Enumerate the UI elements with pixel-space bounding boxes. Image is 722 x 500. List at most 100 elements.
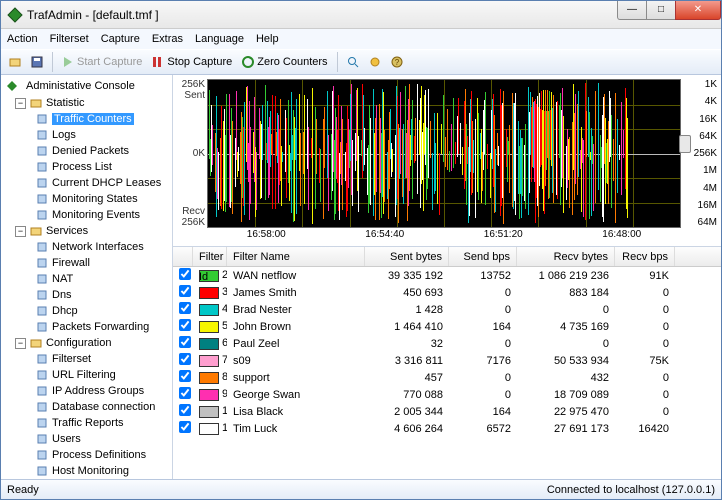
item-icon (35, 352, 49, 366)
scale-slider[interactable] (679, 135, 691, 153)
tree-item[interactable]: Firewall (1, 255, 172, 271)
color-swatch (199, 338, 219, 350)
table-row[interactable]: 4 Brad Nester 1 428 0 0 0 (173, 301, 721, 318)
menu-language[interactable]: Language (195, 33, 244, 45)
status-bar: Ready Connected to localhost (127.0.0.1) (1, 479, 721, 499)
tree-group[interactable]: −Services (1, 223, 172, 239)
filter-table: Filter Id Filter Name Sent bytes Send bp… (173, 247, 721, 479)
menu-bar: Action Filterset Capture Extras Language… (1, 29, 721, 49)
tree-group[interactable]: −Statistic (1, 95, 172, 111)
menu-action[interactable]: Action (7, 33, 38, 45)
item-icon (35, 400, 49, 414)
menu-help[interactable]: Help (256, 33, 279, 45)
tool-link-button[interactable] (365, 51, 385, 73)
col-filter-name[interactable]: Filter Name (227, 247, 365, 266)
tree-item[interactable]: Users (1, 431, 172, 447)
chart-scale: 1K 4K 16K 64K 256K 1M 4M 16M 64M (681, 79, 717, 242)
color-swatch (199, 321, 219, 333)
main-area: Administative Console −StatisticTraffic … (1, 75, 721, 479)
table-row[interactable]: 3 James Smith 450 693 0 883 184 0 (173, 284, 721, 301)
table-row[interactable]: 8 support 457 0 432 0 (173, 369, 721, 386)
row-checkbox[interactable] (179, 268, 191, 280)
app-icon (7, 7, 23, 23)
tree-item[interactable]: Traffic Reports (1, 415, 172, 431)
item-icon (35, 240, 49, 254)
tree-item[interactable]: NAT (1, 271, 172, 287)
item-icon (35, 176, 49, 190)
svg-text:?: ? (394, 58, 399, 67)
item-icon (35, 432, 49, 446)
row-checkbox[interactable] (179, 370, 191, 382)
tree-item[interactable]: Database connection (1, 399, 172, 415)
tree-item[interactable]: Process List (1, 159, 172, 175)
table-row[interactable]: 5 John Brown 1 464 410 164 4 735 169 0 (173, 318, 721, 335)
tool-help-button[interactable]: ? (387, 51, 407, 73)
table-row[interactable]: 11 Tim Luck 4 606 264 6572 27 691 173 16… (173, 420, 721, 437)
tree-item[interactable]: Logs (1, 127, 172, 143)
table-row[interactable]: 10 Lisa Black 2 005 344 164 22 975 470 0 (173, 403, 721, 420)
save-button[interactable] (27, 51, 47, 73)
color-swatch (199, 304, 219, 316)
col-recv-bytes[interactable]: Recv bytes (517, 247, 615, 266)
col-filter-id[interactable]: Filter Id (193, 247, 227, 266)
expander-icon[interactable]: − (15, 98, 26, 109)
row-checkbox[interactable] (179, 319, 191, 331)
item-icon (35, 320, 49, 334)
col-recv-bps[interactable]: Recv bps (615, 247, 675, 266)
color-swatch (199, 355, 219, 367)
tree-item[interactable]: Filterset (1, 351, 172, 367)
connection-status: Connected to localhost (127.0.0.1) (547, 484, 715, 496)
menu-filterset[interactable]: Filterset (50, 33, 89, 45)
row-checkbox[interactable] (179, 421, 191, 433)
row-checkbox[interactable] (179, 336, 191, 348)
menu-capture[interactable]: Capture (101, 33, 140, 45)
tree-item[interactable]: Current DHCP Leases (1, 175, 172, 191)
table-header: Filter Id Filter Name Sent bytes Send bp… (173, 247, 721, 267)
expander-icon[interactable]: − (15, 338, 26, 349)
zero-counters-button[interactable]: Zero Counters (238, 51, 331, 73)
traffic-chart[interactable] (207, 79, 681, 228)
close-button[interactable]: ✕ (675, 1, 721, 20)
col-send-bps[interactable]: Send bps (449, 247, 517, 266)
nav-tree: Administative Console −StatisticTraffic … (1, 75, 173, 479)
minimize-button[interactable]: — (617, 1, 647, 20)
chart-y-axis: 256KSent 0K Recv256K (177, 79, 207, 242)
tree-item[interactable]: Packets Forwarding (1, 319, 172, 335)
maximize-button[interactable]: □ (646, 1, 676, 20)
row-checkbox[interactable] (179, 302, 191, 314)
tree-item[interactable]: Network Interfaces (1, 239, 172, 255)
tree-item[interactable]: URL Filtering (1, 367, 172, 383)
table-row[interactable]: 6 Paul Zeel 32 0 0 0 (173, 335, 721, 352)
chart-x-axis: 16:58:00 16:54:40 16:51:20 16:48:00 (207, 228, 681, 242)
tree-item[interactable]: Process Definitions (1, 447, 172, 463)
tree-item[interactable]: Dhcp (1, 303, 172, 319)
row-checkbox[interactable] (179, 353, 191, 365)
tree-item[interactable]: IP Address Groups (1, 383, 172, 399)
tree-item[interactable]: Monitoring Events (1, 207, 172, 223)
tree-item[interactable]: Dns (1, 287, 172, 303)
tree-item[interactable]: Host Monitoring (1, 463, 172, 479)
tree-item[interactable]: Monitoring States (1, 191, 172, 207)
traffic-chart-region: 256KSent 0K Recv256K 16:58:00 16:54:40 1… (173, 75, 721, 247)
item-icon (35, 128, 49, 142)
row-checkbox[interactable] (179, 404, 191, 416)
row-checkbox[interactable] (179, 387, 191, 399)
item-icon (35, 160, 49, 174)
expander-icon[interactable]: − (15, 226, 26, 237)
open-button[interactable] (5, 51, 25, 73)
tree-group[interactable]: −Configuration (1, 335, 172, 351)
start-capture-button[interactable]: Start Capture (58, 51, 146, 73)
tree-item[interactable]: Traffic Counters (1, 111, 172, 127)
table-row[interactable]: 2 WAN netflow 39 335 192 13752 1 086 219… (173, 267, 721, 284)
item-icon (35, 416, 49, 430)
tool-search-button[interactable] (343, 51, 363, 73)
table-row[interactable]: 7 s09 3 316 811 7176 50 533 934 75K (173, 352, 721, 369)
item-icon (35, 256, 49, 270)
table-row[interactable]: 9 George Swan 770 088 0 18 709 089 0 (173, 386, 721, 403)
tree-item[interactable]: Denied Packets (1, 143, 172, 159)
stop-capture-button[interactable]: Stop Capture (148, 51, 236, 73)
color-swatch (199, 372, 219, 384)
row-checkbox[interactable] (179, 285, 191, 297)
menu-extras[interactable]: Extras (152, 33, 183, 45)
col-sent-bytes[interactable]: Sent bytes (365, 247, 449, 266)
